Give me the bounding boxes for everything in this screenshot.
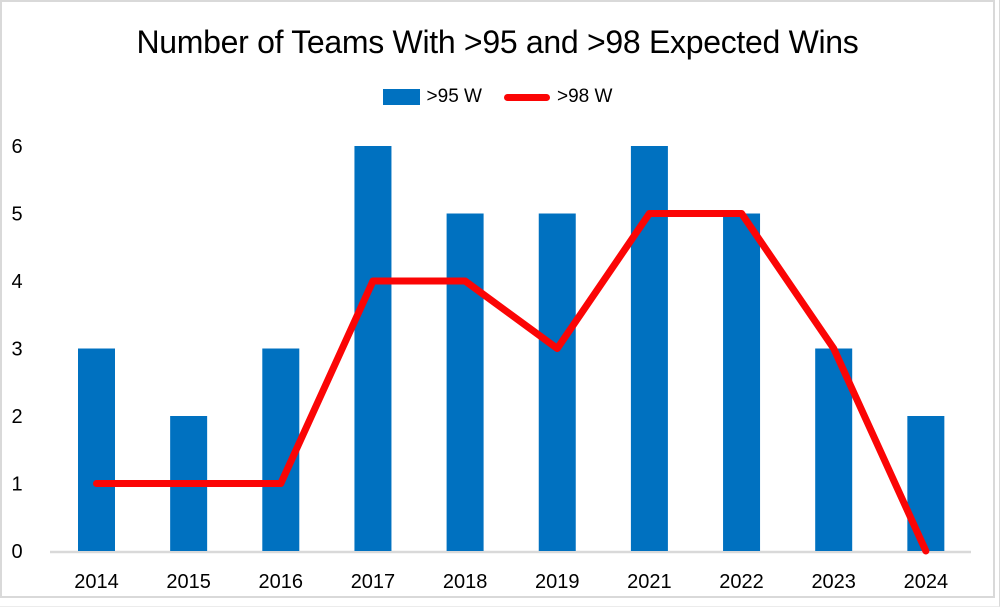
chart-title: Number of Teams With >95 and >98 Expecte…	[136, 24, 859, 60]
x-tick-label-2017: 2017	[351, 571, 396, 593]
y-tick-label-6: 6	[11, 136, 22, 158]
x-tick-label-2019: 2019	[535, 571, 580, 593]
y-tick-label-1: 1	[11, 474, 22, 496]
line-series	[93, 210, 930, 555]
x-tick-label-2021: 2021	[627, 571, 672, 593]
bar-2022	[723, 213, 761, 551]
x-tick-label-2018: 2018	[443, 571, 488, 593]
x-tick-label-2014: 2014	[74, 571, 119, 593]
x-tick-label-2022: 2022	[719, 571, 764, 593]
y-tick-label-5: 5	[11, 204, 22, 226]
chart-legend: >95 W >98 W	[0, 86, 995, 108]
bar-2018	[446, 213, 484, 551]
legend-bar-label: >95 W	[426, 86, 482, 107]
y-tick-label-3: 3	[11, 339, 22, 361]
x-tick-label-2016: 2016	[259, 571, 304, 593]
x-tick-label-2023: 2023	[811, 571, 856, 593]
x-tick-label-2024: 2024	[904, 571, 949, 593]
legend-line-label: >98 W	[557, 86, 613, 107]
legend-bar-swatch	[382, 89, 420, 105]
bar-2019	[538, 213, 576, 551]
y-tick-label-4: 4	[11, 271, 22, 293]
bar-2014	[78, 348, 115, 551]
legend-item-bar-series: >95 W	[382, 86, 482, 108]
y-tick-label-2: 2	[11, 406, 22, 428]
legend-item-line-series: >98 W	[504, 86, 612, 108]
x-tick-label-2015: 2015	[166, 571, 211, 593]
bar-2017	[354, 146, 392, 551]
legend-line-swatch	[504, 93, 550, 101]
bar-2021	[630, 146, 668, 551]
y-tick-label-0: 0	[11, 541, 22, 563]
